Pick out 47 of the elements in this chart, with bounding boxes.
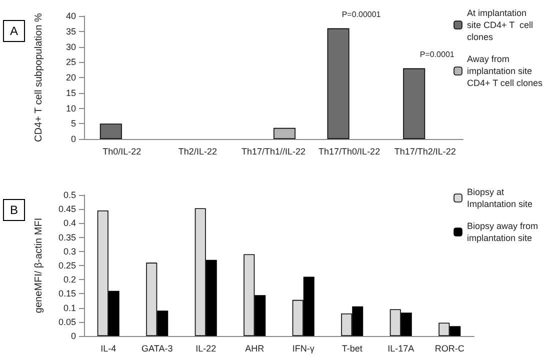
annotation: P=0.0001 [420, 50, 455, 59]
legend-label: Biopsy at Implantation site [467, 187, 533, 209]
x-tick-label: Th0/IL-22 [102, 146, 142, 156]
y-tick-label: 30 [66, 42, 76, 52]
y-tick-label: 0.35 [58, 232, 76, 242]
legend-label: At implantation site CD4+ T cell clones [467, 8, 536, 42]
y-tick-label: 0.3 [63, 246, 76, 256]
x-tick-label: Th2/IL-22 [178, 146, 217, 156]
y-tick-label: 15 [66, 88, 76, 98]
y-tick-label: 0.15 [58, 288, 76, 299]
bar [274, 128, 296, 139]
y-tick-label: 40 [66, 11, 76, 21]
bar [100, 124, 122, 139]
x-tick-label: GATA-3 [142, 344, 173, 354]
y-tick-label: 0.25 [58, 260, 76, 270]
bar [327, 28, 350, 139]
annotation: P=0.00001 [342, 10, 382, 19]
x-tick-label: IL-4 [100, 344, 116, 354]
x-tick-label: Th17/Th2/IL-22 [394, 146, 456, 156]
y-tick-label: 0.45 [58, 204, 76, 214]
bar [403, 68, 426, 139]
y-tick-label: 35 [66, 26, 76, 36]
y-tick-label: 0 [70, 331, 76, 341]
y-tick-label: 0.05 [58, 316, 76, 327]
x-tick-label: Th17/Th0/IL-22 [318, 146, 380, 156]
x-tick-label: IFN-γ [292, 344, 315, 354]
y-axis-title: CD4+ T cell subpopulation % [34, 12, 44, 142]
text: A [10, 24, 18, 38]
y-tick-label: 10 [66, 103, 76, 114]
text: B [10, 203, 18, 217]
y-tick-label: 0.4 [63, 218, 76, 228]
y-tick-label: 0.2 [63, 274, 76, 285]
y-tick-label: 0.1 [63, 302, 76, 313]
legend-label: Away from implantation site CD4+ T cell clones [467, 54, 543, 88]
y-axis-title: geneMFI/ β-actin MFI [34, 218, 44, 314]
legend-label: Biopsy away from implantation site [467, 221, 541, 243]
y-tick-label: 20 [66, 72, 76, 82]
x-tick-label: IL-22 [196, 344, 216, 354]
y-tick-label: 0 [70, 134, 76, 144]
y-tick-label: 0.5 [63, 190, 76, 200]
x-tick-label: ROR-C [434, 344, 465, 354]
y-tick-label: 5 [70, 118, 76, 129]
x-tick-label: IL-17A [388, 344, 414, 354]
x-tick-label: T-bet [342, 344, 363, 354]
x-tick-label: Th17/Th1//IL-22 [241, 146, 306, 156]
x-tick-label: AHR [245, 344, 265, 354]
y-tick-label: 25 [66, 57, 76, 68]
